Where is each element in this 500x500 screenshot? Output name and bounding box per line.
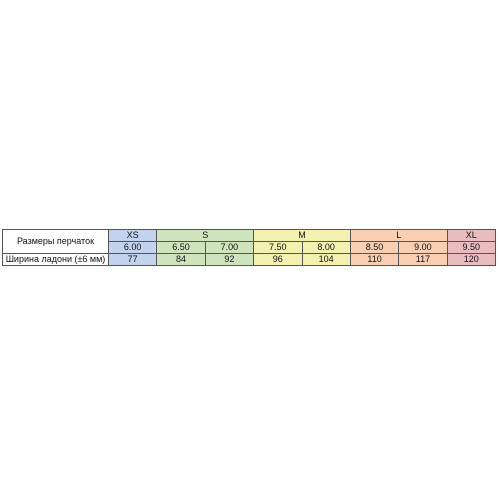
width-cell: 110 (349, 253, 400, 266)
size-cell: XS (107, 229, 158, 242)
size-number-cell: 6.00 (107, 241, 158, 254)
width-row: Ширина ладони (±6 мм) 77 84 92 96 104 110 117 12… (2, 253, 497, 266)
size-number-cell: 6.50 (156, 241, 206, 254)
size-cell: XL (446, 229, 497, 242)
size-cell: S (156, 229, 255, 242)
size-number-cell: 8.00 (301, 241, 351, 254)
size-table: Размеры перчаток XS S M L XL 6.00 6.50 7.00 7.50 8… (2, 229, 497, 266)
size-number-cell: 8.50 (349, 241, 400, 254)
width-cell: 104 (301, 253, 351, 266)
width-cell: 77 (107, 253, 158, 266)
width-cell: 96 (253, 253, 303, 266)
size-number-cell: 9.50 (446, 241, 497, 254)
row-label: Ширина ладони (±6 мм) (2, 253, 109, 266)
size-cell: L (349, 229, 448, 242)
size-number-cell: 7.00 (204, 241, 255, 254)
width-cell: 92 (204, 253, 255, 266)
size-number-cell: 7.50 (253, 241, 303, 254)
table-body: Размеры перчаток XS S M L XL 6.00 6.50 7.00 7.50 8… (2, 229, 497, 266)
size-table-wrap: Размеры перчаток XS S M L XL 6.00 6.50 7.00 7.50 8… (2, 229, 497, 266)
width-cell: 120 (446, 253, 497, 266)
size-number-cell: 9.00 (398, 241, 448, 254)
size-cell: M (253, 229, 351, 242)
width-cell: 84 (156, 253, 206, 266)
size-row: Размеры перчаток XS S M L XL (2, 229, 497, 254)
row-label: Размеры перчаток (2, 229, 109, 254)
width-cell: 117 (398, 253, 448, 266)
